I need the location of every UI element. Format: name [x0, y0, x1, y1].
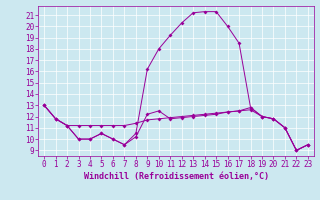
X-axis label: Windchill (Refroidissement éolien,°C): Windchill (Refroidissement éolien,°C) [84, 172, 268, 181]
